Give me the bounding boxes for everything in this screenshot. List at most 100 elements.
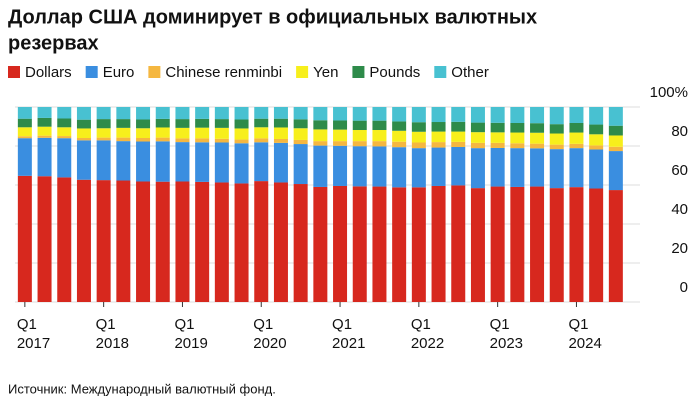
legend-label: Euro [103,64,135,81]
bar-segment [530,107,545,124]
bar-segment [57,177,72,302]
bar-segment [254,181,269,302]
bar-segment [392,107,407,122]
bar-segment [155,141,170,182]
bar-segment [352,141,367,147]
bar-segment [490,132,505,143]
bar-segment [333,185,348,302]
bar-segment [589,145,604,150]
bar-segment [608,146,623,152]
bar-segment [352,146,367,187]
bar-segment [17,118,32,128]
bar-segment [155,118,170,128]
bar-segment [254,138,269,143]
bar-segment [392,147,407,188]
bar-segment [136,141,151,182]
bar-segment [549,149,564,189]
y-tick-label: 60 [671,162,688,179]
bar-segment [17,107,32,119]
bar-segment [76,138,91,141]
legend-swatch [85,66,98,78]
bar-segment [549,133,564,145]
bar-segment [234,183,249,302]
bar-segment [57,127,72,137]
bar-segment [175,138,190,143]
bar-segment [234,119,249,129]
bar-segment [608,190,623,302]
bar-segment [273,182,288,302]
bar-segment [431,147,446,186]
bar-segment [372,120,387,131]
bar-segment [254,127,269,139]
bar-segment [510,122,525,133]
bar-segment [57,118,72,128]
y-tick-label: 40 [671,201,688,218]
bar-segment [313,141,328,146]
bar-segment [569,132,584,144]
bar-segment [313,120,328,130]
bar-segment [431,142,446,148]
bar-segment [234,107,249,120]
bar-segment [352,186,367,302]
bar-segment [608,135,623,147]
bar-segment [313,129,328,142]
bar-segment [372,141,387,147]
bar-segment [76,107,91,120]
chart-title: Доллар США доминирует в официальных валю… [8,6,537,28]
bar-segment [431,131,446,143]
bar-segment [136,107,151,120]
x-tick-label: Q1 2024 [568,316,601,352]
bar-segment [470,132,485,143]
bar-segment [234,143,249,184]
bar-segment [57,136,72,139]
bar-segment [116,180,131,302]
bar-segment [234,128,249,140]
bar-segment [411,131,426,143]
bar-segment [333,141,348,146]
bar-segment [214,138,229,143]
bar-segment [214,142,229,183]
bar-segment [214,107,229,120]
bar-segment [136,181,151,302]
bar-segment [96,180,111,302]
bar-segment [175,181,190,302]
bar-segment [195,142,210,182]
bar-segment [76,140,91,180]
bar-segment [96,119,111,129]
bar-segment [333,145,348,186]
x-tick-label: Q1 2018 [96,316,129,352]
bar-segment [195,107,210,119]
bar-segment [490,147,505,187]
bar-segment [451,146,466,186]
bar-segment [37,176,52,302]
bar-segment [589,149,604,189]
bar-segment [175,142,190,182]
bar-segment [155,127,170,138]
bar-segment [530,132,545,144]
bar-segment [17,127,32,137]
bar-segment [530,148,545,187]
legend-label: Yen [313,64,338,81]
bar-segment [76,128,91,139]
bar-segment [17,138,32,176]
bar-segment [392,141,407,148]
bar-segment [431,122,446,132]
y-tick-label: 20 [671,240,688,257]
bar-segment [76,179,91,302]
bar-segment [451,107,466,122]
bar-segment [57,107,72,119]
bar-segment [372,107,387,121]
bar-segment [411,148,426,188]
bar-segment [313,145,328,187]
x-tick-label: Q1 2020 [253,316,286,352]
bar-segment [530,123,545,133]
legend-label: Pounds [369,64,420,81]
bar-segment [372,186,387,302]
bar-segment [333,120,348,130]
legend-swatch [148,66,161,78]
bar-segment [37,135,52,138]
bar-segment [273,127,288,139]
bar-segment [214,119,229,128]
bar-segment [608,151,623,191]
